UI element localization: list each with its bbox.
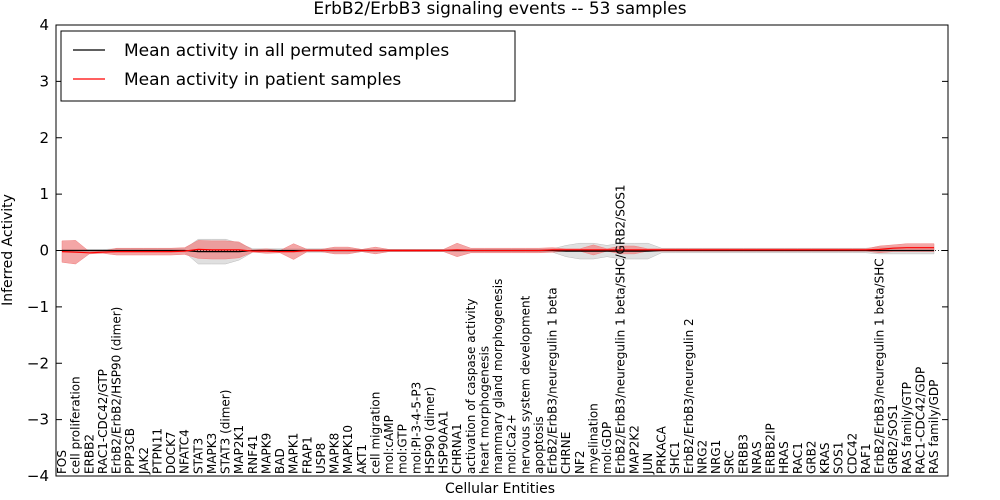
y-axis: −4 −3 −2 −1 0 1 2 3 4	[27, 16, 948, 485]
x-category-label: NRG2	[695, 440, 709, 474]
x-category-label: apoptosis	[532, 416, 546, 474]
y-tick-label: 1	[39, 185, 49, 203]
x-category-label: USP8	[314, 443, 328, 474]
x-category-label: MAPK8	[328, 433, 342, 474]
x-category-label: cell migration	[368, 392, 382, 474]
x-category-label: mol:GTP	[396, 424, 410, 474]
x-category-label: JUN	[641, 453, 655, 475]
x-category-label: PRKACA	[655, 425, 669, 474]
x-category-label: FOS	[55, 450, 69, 474]
x-category-label: MAP2K1	[232, 425, 246, 474]
confidence-bands	[61, 238, 935, 265]
x-category-label: HRAS	[777, 441, 791, 474]
x-category-label: PTPN11	[150, 428, 164, 474]
x-category-label: BAD	[273, 448, 287, 474]
x-category-label: CDC42	[845, 433, 859, 474]
x-category-label: ErbB2/ErbB3/neuregulin 1 beta	[546, 287, 560, 474]
legend-label-permuted: Mean activity in all permuted samples	[124, 41, 449, 61]
x-category-label: MAPK10	[341, 425, 355, 474]
x-category-label: MAP2K2	[627, 425, 641, 474]
y-tick-label: 2	[39, 129, 49, 147]
x-category-label: NF2	[573, 451, 587, 475]
x-category-label: RAC1-CDC42/GDP	[913, 367, 927, 474]
x-category-label: AKT1	[355, 444, 369, 474]
x-category-label: NFATC4	[178, 429, 192, 474]
x-category-label: MAPK1	[287, 433, 301, 474]
x-category-label: CHRNE	[559, 432, 573, 474]
x-category-label: HSP90 (dimer)	[423, 387, 437, 474]
x-category-label: JAK2	[137, 447, 151, 475]
x-category-label: ERBB2	[82, 434, 96, 474]
x-category-label: mol:cAMP	[382, 415, 396, 474]
x-category-label: ErbB2/ErbB3/neuregulin 2	[682, 318, 696, 474]
x-category-label: KRAS	[818, 442, 832, 474]
series-lines	[56, 247, 948, 254]
x-axis: FOS cell proliferation ERBB2 RAC1-CDC42/GTP…	[55, 184, 941, 475]
x-axis-label: Cellular Entities	[445, 481, 555, 497]
y-tick-label: 0	[39, 242, 49, 260]
x-category-label: DOCK7	[164, 431, 178, 474]
x-category-label: nervous system development	[518, 295, 532, 474]
x-category-label: GRB2	[804, 441, 818, 475]
x-category-label: ErbB2/ErbB3/neuregulin 1 beta/SHC/GRB2/S…	[614, 184, 628, 474]
x-category-label: HSP90AA1	[437, 410, 451, 474]
y-tick-label: −1	[27, 298, 49, 316]
x-category-label: GRB2/SOS1	[886, 404, 900, 474]
y-axis-label: Inferred Activity	[0, 194, 16, 306]
y-tick-label: 3	[39, 72, 49, 90]
x-category-label: NRG1	[709, 440, 723, 474]
x-category-label: activation of caspase activity	[464, 299, 478, 474]
x-category-label: mol:GDP	[600, 422, 614, 474]
x-category-label: ERBB3	[736, 434, 750, 474]
x-category-label: MAPK9	[259, 433, 273, 474]
y-tick-label: −3	[27, 411, 49, 429]
legend-box	[60, 30, 516, 102]
x-category-label: RAC1-CDC42/GTP	[96, 369, 110, 474]
line-series-1	[61, 247, 934, 254]
x-category-label: STAT3	[191, 438, 205, 474]
y-tick-label: 4	[39, 16, 49, 34]
x-category-label: ErbB2/ErbB3/neuregulin 1 beta/SHC	[873, 258, 887, 474]
x-category-label: SOS1	[832, 442, 846, 474]
x-category-label: ErbB2/ErbB2/HSP90 (dimer)	[110, 307, 124, 474]
y-tick-label: −4	[27, 467, 49, 485]
x-category-label: RAS family/GDP	[927, 380, 941, 474]
y-tick-label: −2	[27, 354, 49, 372]
x-category-label: MAPK3	[205, 433, 219, 474]
legend: Mean activity in all permuted samples Me…	[60, 30, 516, 102]
x-category-label: ERBB2IP	[764, 423, 778, 474]
x-category-label: RAS family/GTP	[900, 382, 914, 474]
x-category-label: heart morphogenesis	[477, 346, 491, 474]
x-category-label: RAF1	[859, 443, 873, 474]
x-category-label: RNF41	[246, 435, 260, 475]
legend-label-patient: Mean activity in patient samples	[124, 70, 401, 90]
x-category-label: mol:PI-3-4-5-P3	[409, 382, 423, 474]
x-category-label: myelination	[586, 403, 600, 474]
x-category-label: STAT3 (dimer)	[219, 390, 233, 474]
x-category-label: FRAP1	[300, 436, 314, 474]
x-category-label: CHRNA1	[450, 423, 464, 474]
x-category-label: SHC1	[668, 441, 682, 474]
x-category-label: PPP3CB	[123, 428, 137, 474]
x-category-label: NRAS	[750, 441, 764, 474]
x-category-label: RAC1	[791, 442, 805, 474]
x-category-label: cell proliferation	[69, 376, 83, 474]
chart-title: ErbB2/ErbB3 signaling events -- 53 sampl…	[313, 0, 686, 19]
x-category-label: mammary gland morphogenesis	[491, 279, 505, 474]
band-series-1	[61, 240, 935, 265]
x-category-label: mol:Ca2+	[505, 414, 519, 474]
x-category-label: SRC	[723, 450, 737, 474]
